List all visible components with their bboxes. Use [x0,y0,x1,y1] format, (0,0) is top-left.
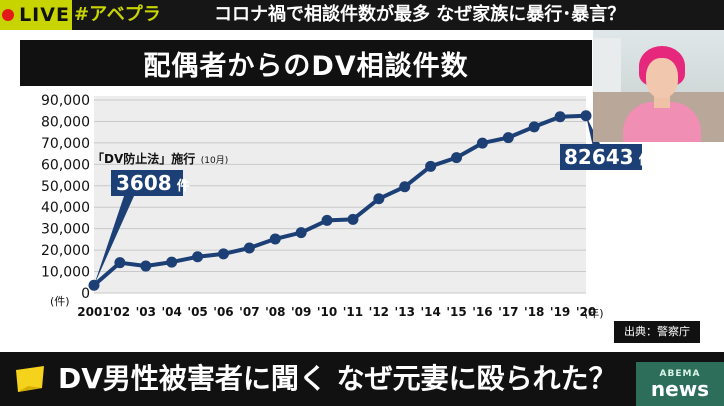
data-point [217,248,229,260]
law-note-month: (10月) [201,155,228,166]
y-tick-label: 20,000 [41,243,90,259]
x-tick-label: '07 [239,305,259,319]
data-point [295,227,307,239]
data-point [114,257,126,269]
data-point [373,193,385,205]
data-point [243,242,255,254]
x-unit-label: (年) [584,306,604,320]
x-tick-label: '17 [498,305,518,319]
x-tick-label: '18 [524,305,544,319]
x-tick-label: '12 [369,305,389,319]
data-point [451,152,463,164]
x-tick-label: '08 [265,305,285,319]
x-tick-label: '14 [420,305,440,319]
data-point [269,233,281,245]
data-points [88,110,592,291]
presenter-body [623,102,701,142]
first-value-label: 3608 件 [116,171,190,195]
data-point [502,132,514,144]
memo-icon [16,366,44,392]
presenter-camera [593,30,724,142]
x-tick-label: '06 [213,305,233,319]
hashtag-label: #アベプラ [74,4,161,25]
background-wall [593,38,621,98]
top-bar [0,0,724,30]
tick-labels: 0 10,000 20,000 30,000 40,000 50,000 60,000 70,… [41,93,596,319]
annotation-layer: 「DV防止法」施行 (10月) 3608 件 82643 件 (件) (年) [50,144,652,320]
x-tick-label: '05 [187,305,207,319]
presenter-face [646,58,678,98]
live-label: LIVE [19,4,70,26]
data-point [580,110,592,122]
x-tick-label: '13 [395,305,415,319]
data-point [554,111,566,123]
data-point [321,214,333,226]
chart-title: 配偶者からのDV相談件数 [143,50,469,82]
y-tick-label: 40,000 [41,200,90,216]
last-value-number: 82643 [564,145,634,169]
x-tick-label: '09 [291,305,311,319]
first-value-number: 3608 [116,171,172,195]
x-tick-label: '10 [317,305,337,319]
last-value-unit: 件 [639,152,652,168]
source-label: 出典：警察庁 [614,321,700,343]
x-tick-label: '03 [136,305,156,319]
dv-line-chart: 0 10,000 20,000 30,000 40,000 50,000 60,000 70,… [41,93,652,320]
data-point [166,256,178,268]
x-tick-label: '11 [343,305,363,319]
y-tick-label: 90,000 [41,93,90,109]
law-note-text: 「DV防止法」施行 [92,151,195,166]
y-tick-label: 80,000 [41,114,90,130]
x-tick-label: 2001 [77,305,110,319]
bottom-caption-bar [0,352,724,406]
data-point [399,181,411,193]
data-point [476,137,488,149]
abema-news-logo: ABEMA news [636,362,724,406]
logo-top-text: ABEMA [659,369,701,379]
y-unit-label: (件) [50,295,70,308]
live-dot-icon [2,9,15,21]
data-point [347,213,359,225]
live-badge: LIVE [0,0,72,30]
x-tick-label: '19 [550,305,570,319]
data-point [88,279,100,291]
chart-title-bar: 配偶者からのDV相談件数 [20,40,592,86]
last-value-label: 82643 件 [564,145,652,169]
y-tick-label: 10,000 [41,265,90,281]
y-tick-label: 30,000 [41,222,90,238]
y-tick-label: 60,000 [41,157,90,173]
y-tick-label: 70,000 [41,136,90,152]
last-value-box [560,144,642,170]
x-tick-label: '20 [576,305,596,319]
y-tick-label: 0 [81,286,90,302]
logo-bottom-text: news [650,377,710,401]
data-point [425,160,437,172]
headline: コロナ禍で相談件数が最多 なぜ家族に暴行･暴言？ [214,4,626,25]
x-tick-label: '02 [110,305,130,319]
caption-text: DV男性被害者に聞く なぜ元妻に殴られた？ [58,362,617,395]
first-value-callout [94,196,134,286]
y-tick-label: 50,000 [41,179,90,195]
data-point [528,121,540,133]
data-point [140,260,152,272]
x-tick-label: '16 [472,305,492,319]
first-value-unit: 件 [177,178,190,194]
x-tick-label: '04 [161,305,181,319]
x-tick-label: '15 [446,305,466,319]
data-point [192,251,204,263]
first-value-box [111,170,183,196]
law-note: 「DV防止法」施行 (10月) [92,151,228,166]
